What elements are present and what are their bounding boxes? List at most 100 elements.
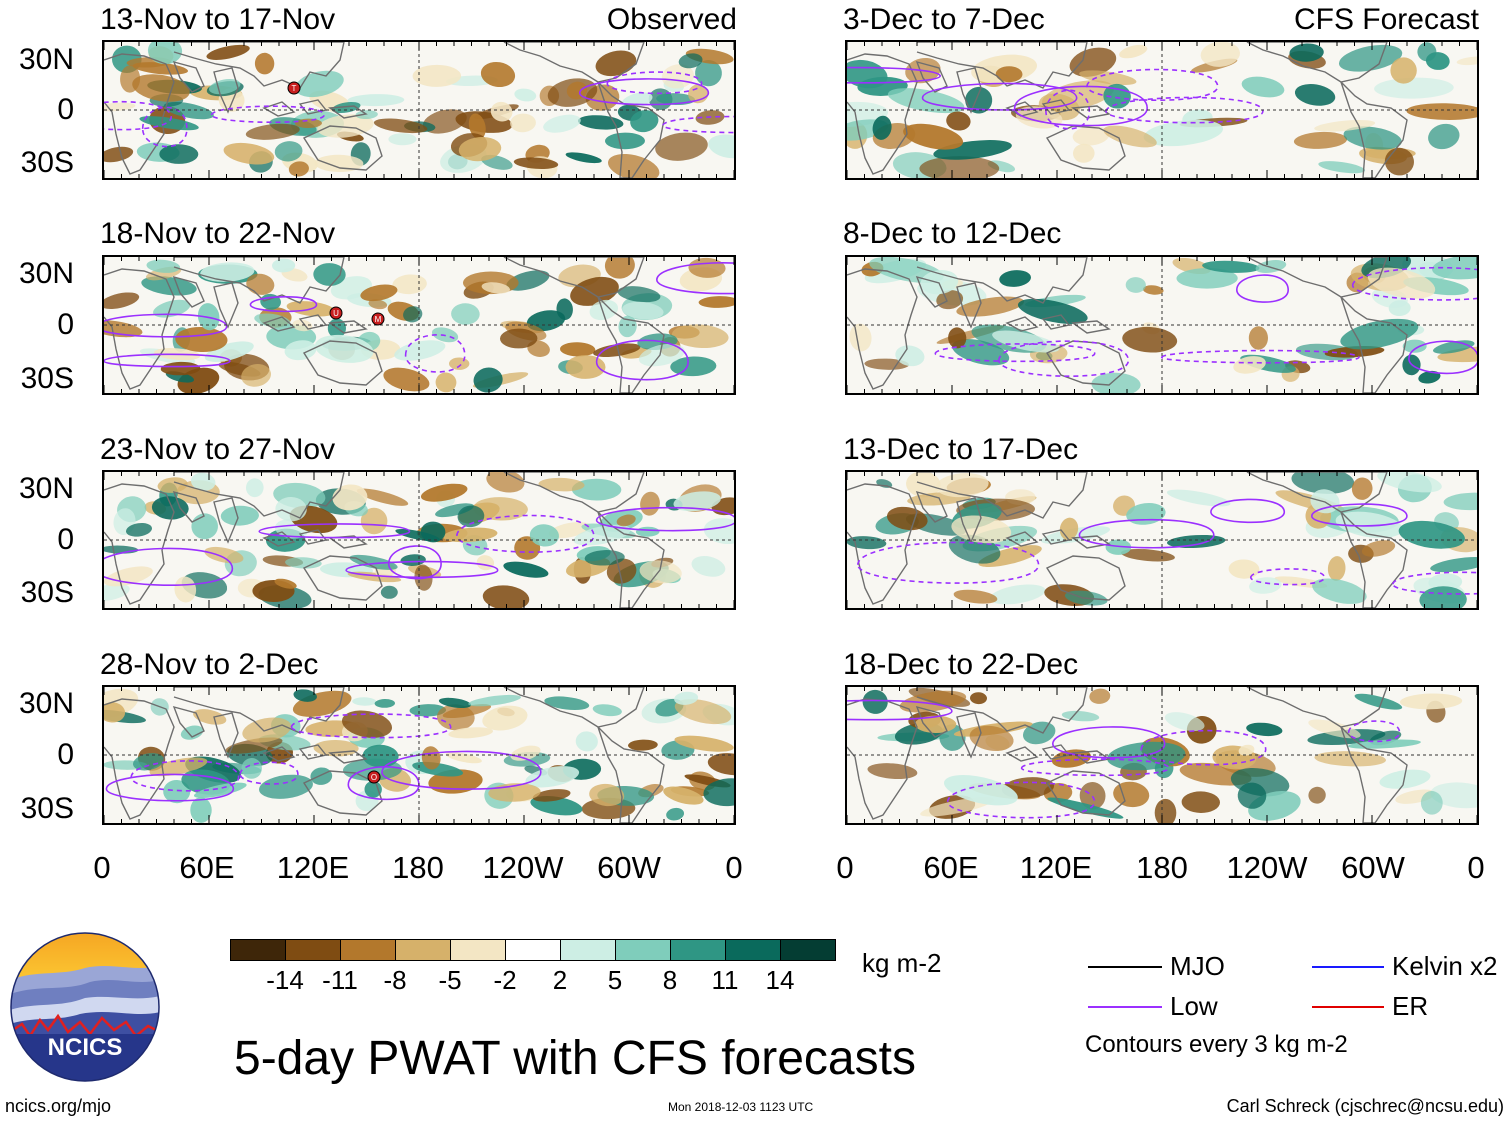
coastline: [1045, 555, 1126, 601]
anomaly-region: [698, 296, 734, 308]
anomaly-region: [486, 472, 525, 493]
coastline: [302, 555, 383, 601]
low-frequency-contour: [1020, 758, 1170, 777]
anomaly-region: [1103, 125, 1157, 148]
colorbar-tick-label: -11: [322, 965, 358, 995]
coastline: [503, 472, 645, 513]
anomaly-region: [678, 53, 703, 69]
anomaly-region: [146, 259, 181, 273]
ncics-logo-graphic: NCICS: [10, 932, 160, 1082]
lat-label-30s: 30S: [20, 576, 74, 609]
coastline: [262, 531, 296, 547]
anomaly-region: [500, 328, 538, 349]
anomaly-region: [285, 557, 322, 569]
anomaly-region: [383, 367, 430, 392]
lat-label-eq: 0: [57, 738, 74, 771]
anomaly-region: [1176, 267, 1238, 289]
anomaly-region: [159, 144, 199, 164]
anomaly-region: [592, 704, 622, 717]
anomaly-region: [1164, 712, 1205, 732]
coastline: [213, 497, 239, 544]
anomaly-region: [246, 273, 275, 295]
map-panel-fcst-3: [845, 470, 1479, 610]
colorbar-tick-label: -5: [438, 965, 462, 995]
anomaly-region: [951, 515, 1012, 544]
anomaly-region: [245, 478, 264, 498]
anomaly-region: [566, 81, 588, 100]
low-frequency-contour: [1160, 349, 1360, 364]
coastline: [1045, 340, 1126, 386]
low-frequency-contour: [130, 760, 240, 792]
panel-title-fcst-4: 18-Dec to 22-Dec: [843, 648, 1079, 681]
anomaly-region: [1089, 688, 1111, 704]
anomaly-region: [1402, 339, 1427, 353]
anomaly-region: [482, 585, 530, 608]
anomaly-region: [565, 152, 602, 164]
anomaly-region: [965, 86, 993, 114]
map-panel-obs-4: O: [102, 685, 736, 825]
anomaly-region: [671, 324, 729, 349]
coastline: [173, 257, 345, 304]
anomaly-region: [510, 113, 536, 133]
pwat-anomaly-map: UM: [104, 257, 734, 393]
colorbar-swatch: [230, 939, 286, 961]
low-frequency-contour: [1392, 571, 1477, 595]
colorbar-swatch: [560, 939, 616, 961]
coastline: [213, 712, 239, 759]
anomaly-region: [538, 477, 585, 492]
map-panel-fcst-2: [845, 255, 1479, 395]
anomaly-region: [526, 310, 566, 332]
coastline: [302, 770, 383, 816]
anomaly-region: [992, 330, 1060, 353]
anomaly-region: [1291, 472, 1355, 494]
anomaly-region: [1318, 161, 1366, 174]
anomaly-region: [314, 154, 364, 173]
lat-label-30n: 30N: [18, 257, 74, 290]
coastline: [1045, 125, 1126, 171]
anomaly-region: [1248, 326, 1269, 350]
anomaly-region: [560, 342, 596, 357]
anomaly-region: [655, 132, 708, 161]
coastline: [956, 282, 982, 329]
pwat-anomaly-map: [847, 42, 1477, 178]
anomaly-region: [691, 556, 726, 577]
anomaly-region: [1228, 559, 1260, 579]
anomaly-region: [1390, 57, 1417, 84]
anomaly-region: [473, 497, 528, 521]
anomaly-region: [847, 536, 887, 550]
anomaly-region: [153, 299, 191, 318]
anomaly-region: [529, 524, 559, 547]
low-frequency-contour: [258, 523, 411, 539]
anomaly-region: [1246, 722, 1283, 737]
ncics-logo: NCICS: [10, 932, 160, 1082]
low-frequency-contour: [104, 353, 231, 368]
pwat-anomaly-map: [104, 472, 734, 608]
anomaly-region: [104, 146, 134, 163]
lat-label-30s: 30S: [20, 146, 74, 179]
pwat-anomaly-map: [847, 687, 1477, 823]
anomaly-region: [295, 118, 322, 129]
anomaly-region: [1335, 511, 1403, 538]
anomaly-region: [919, 156, 1000, 178]
colorbar-tick-label: -2: [493, 965, 517, 995]
low-frequency-contour: [104, 547, 234, 586]
coastline: [916, 687, 1088, 734]
legend-line-er: [1312, 1006, 1384, 1008]
colorbar-swatch: [505, 939, 561, 961]
legend-contour-note: Contours every 3 kg m-2: [1085, 1031, 1348, 1058]
anomaly-region: [482, 705, 528, 731]
lon-label-60e: 60E: [179, 850, 235, 885]
anomaly-region: [420, 483, 468, 502]
anomaly-region: [468, 113, 486, 140]
colorbar-swatch: [450, 939, 506, 961]
anomaly-region: [451, 303, 480, 325]
lat-label-30n: 30N: [18, 687, 74, 720]
anomaly-region: [360, 284, 398, 302]
panel-title-fcst-1: 3-Dec to 7-Dec: [843, 3, 1045, 36]
anomaly-region: [936, 290, 964, 310]
pwat-anomaly-map: [847, 257, 1477, 393]
coastline: [956, 497, 982, 544]
coastline: [1071, 535, 1111, 549]
low-frequency-contour: [1051, 726, 1166, 759]
low-frequency-contour: [595, 339, 689, 381]
